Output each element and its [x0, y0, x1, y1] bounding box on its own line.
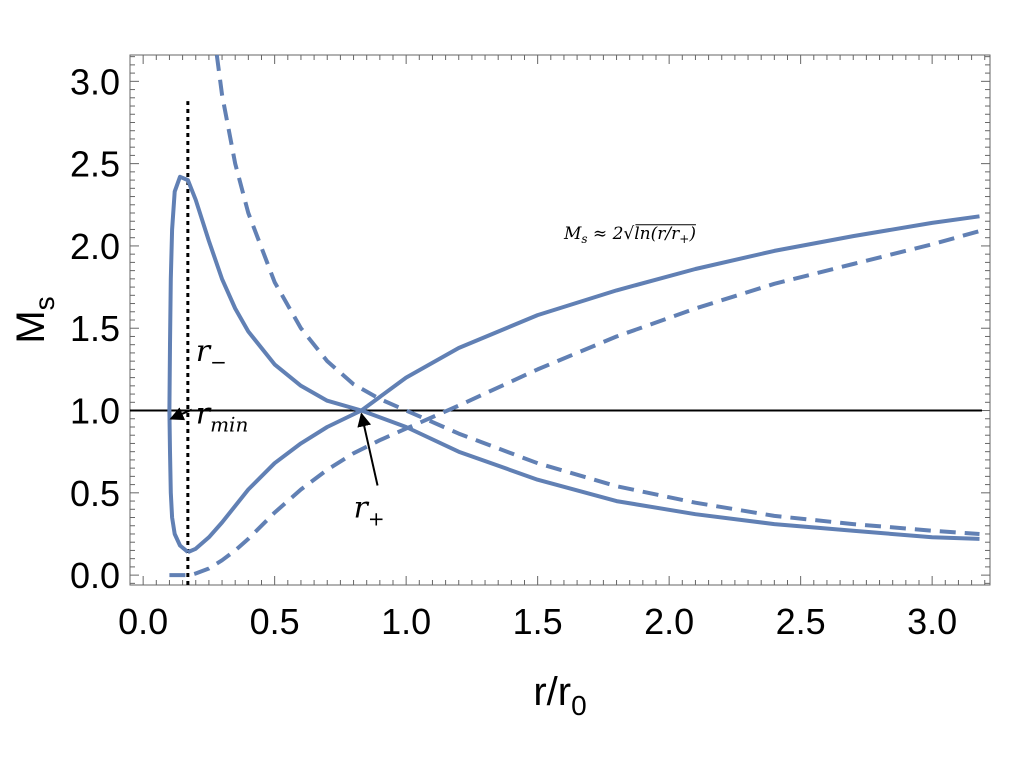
- y-tick-label: 2.5: [70, 144, 120, 185]
- y-tick-label: 1.5: [70, 308, 120, 349]
- x-tick-label: 0.5: [250, 601, 300, 642]
- x-tick-label: 0.0: [118, 601, 168, 642]
- y-tick-label: 3.0: [70, 61, 120, 102]
- y-tick-label: 2.0: [70, 226, 120, 267]
- formula-annotation: Ms ≈ 2√ln(r/r+): [563, 224, 696, 246]
- annotation-arrow-r_min: [169, 407, 193, 421]
- series-line-4: [169, 229, 981, 578]
- axis-ticks: [129, 55, 990, 585]
- annotations: r− rmin r+ Ms ≈ 2√ln(r/r+): [169, 224, 696, 531]
- x-tick-label: 3.0: [907, 601, 957, 642]
- series-line-2: [187, 214, 980, 554]
- tick-labels: 0.0 0.5 1.0 1.5 2.0 2.5 3.0 0.0 0.5 1.0 1.5 2.0 2.5 3…: [70, 61, 957, 642]
- x-tick-label: 1.0: [381, 601, 431, 642]
- series-line-3: [214, 54, 980, 536]
- annotation-arrow-r_plus: [357, 412, 379, 486]
- series-line-1: [167, 174, 980, 554]
- plot-frame: [129, 54, 991, 586]
- annotation-r_minus: r−: [196, 334, 227, 374]
- series-group: [167, 54, 981, 578]
- annotation-r_min: rmin: [196, 397, 249, 437]
- x-axis-label: r/r0: [533, 670, 586, 721]
- annotation-r_plus: r+: [354, 491, 385, 531]
- x-tick-label: 1.5: [513, 601, 563, 642]
- x-tick-label: 2.0: [644, 601, 694, 642]
- y-tick-label: 0.5: [70, 473, 120, 514]
- y-tick-label: 1.0: [70, 391, 120, 432]
- y-axis-label: Ms: [9, 296, 60, 343]
- y-tick-label: 0.0: [70, 555, 120, 596]
- x-tick-label: 2.5: [776, 601, 826, 642]
